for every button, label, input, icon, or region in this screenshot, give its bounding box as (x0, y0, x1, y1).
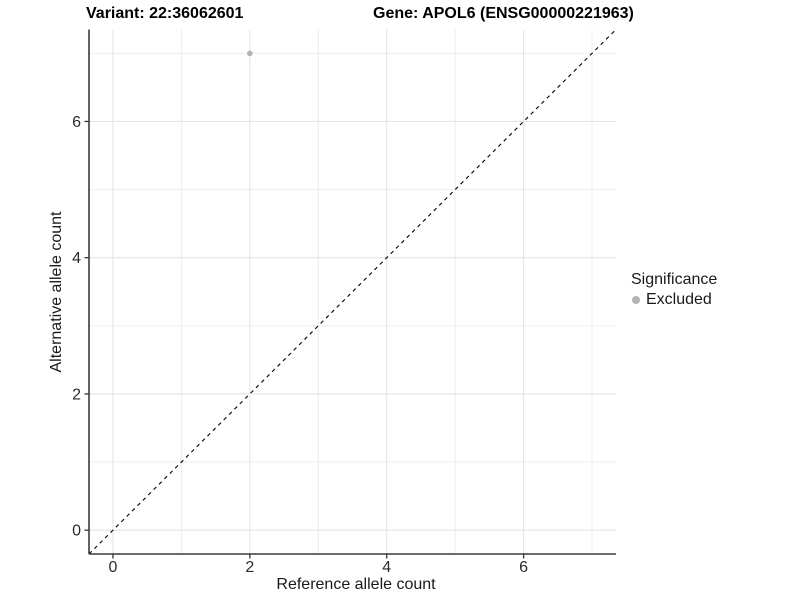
x-tick-label: 6 (519, 559, 528, 576)
y-tick-label: 6 (72, 114, 81, 131)
x-axis-title: Reference allele count (276, 576, 436, 593)
legend-entry-label: Excluded (646, 291, 712, 308)
legend-key-dot-icon (632, 295, 640, 304)
x-tick-label: 4 (382, 559, 391, 576)
data-point-excluded (247, 50, 253, 57)
legend: Significance Excluded (631, 270, 717, 309)
legend-title: Significance (631, 271, 718, 288)
y-tick-label: 0 (72, 523, 81, 540)
plot-title-variant: Variant: 22:36062601 (86, 5, 244, 22)
y-tick-label: 4 (72, 250, 81, 267)
identity-reference-line (88, 29, 617, 555)
x-tick-label: 2 (245, 559, 254, 576)
y-tick-label: 2 (72, 386, 81, 403)
plot-title-gene: Gene: APOL6 (ENSG00000221963) (373, 5, 634, 22)
x-tick-label: 0 (109, 559, 118, 576)
legend-entry-excluded: Excluded (631, 290, 717, 309)
y-axis-title: Alternative allele count (48, 211, 65, 373)
